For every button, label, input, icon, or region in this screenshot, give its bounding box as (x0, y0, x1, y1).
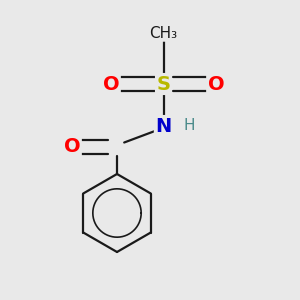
Text: O: O (64, 137, 80, 157)
Text: CH₃: CH₃ (149, 26, 178, 40)
Text: N: N (155, 116, 172, 136)
Text: O: O (208, 74, 224, 94)
Text: O: O (103, 74, 119, 94)
Text: H: H (183, 118, 195, 134)
Text: S: S (157, 74, 170, 94)
